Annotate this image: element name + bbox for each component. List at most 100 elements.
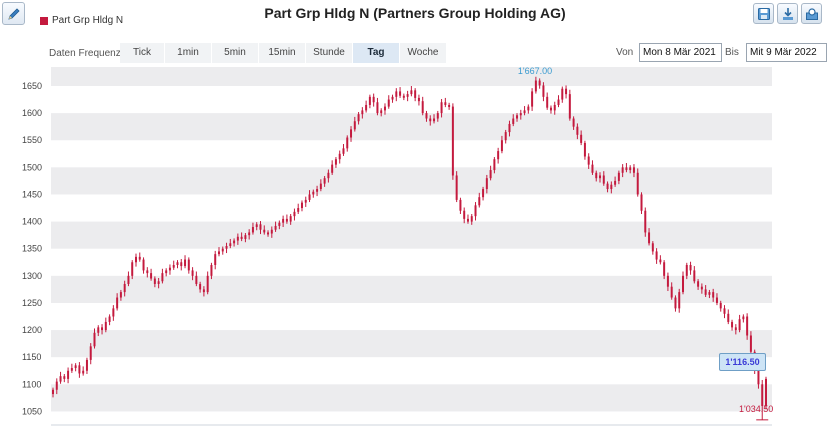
candle	[127, 271, 130, 287]
candle	[433, 114, 436, 124]
candle	[632, 164, 635, 178]
tab-woche[interactable]: Woche	[400, 43, 446, 63]
candle	[757, 367, 760, 389]
candle	[202, 286, 205, 297]
candle	[629, 165, 632, 174]
candle	[353, 116, 356, 132]
grid-bands	[51, 67, 772, 412]
edit-drawing-button[interactable]	[2, 2, 25, 25]
candle	[693, 266, 696, 284]
tab-15min[interactable]: 15min	[259, 43, 305, 63]
candle	[606, 181, 609, 193]
candle	[459, 197, 462, 214]
candle	[534, 76, 537, 94]
candle	[365, 100, 368, 113]
y-tick-label: 1300	[22, 271, 42, 281]
candle	[270, 226, 273, 238]
candle	[470, 213, 473, 225]
candle	[236, 233, 239, 245]
candle	[591, 160, 594, 175]
y-tick-label: 1600	[22, 108, 42, 118]
candle	[421, 96, 424, 116]
tab-5min[interactable]: 5min	[212, 43, 258, 63]
candle	[402, 93, 405, 101]
candle	[425, 110, 428, 122]
candle	[542, 82, 545, 102]
candle	[568, 89, 571, 121]
candle	[361, 107, 364, 119]
candle	[508, 120, 511, 137]
candle	[644, 207, 647, 237]
candle	[546, 92, 549, 110]
candle	[357, 112, 360, 125]
candle	[119, 289, 122, 301]
candle	[93, 328, 96, 349]
candle	[406, 90, 409, 102]
y-tick-label: 1150	[22, 352, 41, 362]
candle	[485, 174, 488, 194]
candle	[527, 104, 530, 114]
save-image-button[interactable]	[753, 3, 774, 24]
candle	[436, 110, 439, 122]
from-label: Von	[616, 47, 634, 58]
candle	[338, 150, 341, 164]
candle	[146, 267, 149, 278]
candle	[572, 116, 575, 130]
candle	[651, 241, 654, 255]
y-tick-label: 1250	[22, 298, 42, 308]
chart-tools	[753, 3, 822, 24]
candle	[59, 371, 62, 384]
candle	[625, 163, 628, 173]
candle	[312, 189, 315, 198]
download-button[interactable]	[777, 3, 798, 24]
candle	[561, 86, 564, 103]
candle	[161, 268, 164, 284]
to-date-input[interactable]	[746, 43, 827, 62]
candle	[655, 248, 658, 264]
candle	[289, 213, 292, 225]
candle	[85, 357, 88, 375]
candle	[595, 170, 598, 182]
frequency-tabs: Tick 1min 5min 15min Stunde Tag Woche	[120, 43, 447, 63]
y-axis-ticks: 1050 1100 1150 1200 1250 1300 1350 1400 1450 1500…	[22, 81, 42, 416]
candle	[342, 144, 345, 156]
candle	[765, 376, 767, 410]
zoom-button[interactable]	[801, 3, 822, 24]
candle	[255, 222, 258, 231]
y-tick-label: 1200	[22, 325, 42, 335]
last-price-badge: 1'116.50	[719, 353, 766, 371]
candle	[636, 168, 639, 197]
grid-band	[51, 167, 772, 195]
candle	[199, 281, 202, 293]
candle	[704, 285, 707, 297]
tab-tick[interactable]: Tick	[120, 43, 164, 63]
candle	[172, 260, 175, 270]
candle	[157, 278, 160, 289]
candle	[689, 261, 692, 275]
candle	[82, 366, 85, 376]
candle	[278, 220, 281, 230]
chart-title: Part Grp Hldg N (Partners Group Holding …	[264, 5, 566, 21]
legend-label: Part Grp Hldg N	[52, 15, 124, 26]
candle	[387, 95, 390, 109]
candle	[746, 313, 749, 340]
tab-1min[interactable]: 1min	[165, 43, 211, 63]
from-date-input[interactable]	[639, 43, 722, 62]
candle	[708, 289, 711, 299]
candle	[523, 106, 526, 116]
min-label: 1'034.50	[739, 404, 773, 414]
candle	[602, 171, 605, 186]
tab-tag[interactable]: Tag	[353, 43, 399, 63]
candle	[712, 288, 715, 302]
candle	[331, 160, 334, 175]
candle	[327, 169, 330, 183]
candle	[697, 279, 700, 290]
tab-stunde[interactable]: Stunde	[306, 43, 352, 63]
candle	[168, 264, 171, 275]
candle	[663, 260, 666, 280]
candle	[210, 262, 213, 280]
y-tick-label: 1050	[22, 406, 42, 416]
candle	[63, 374, 66, 383]
candle	[482, 186, 485, 201]
